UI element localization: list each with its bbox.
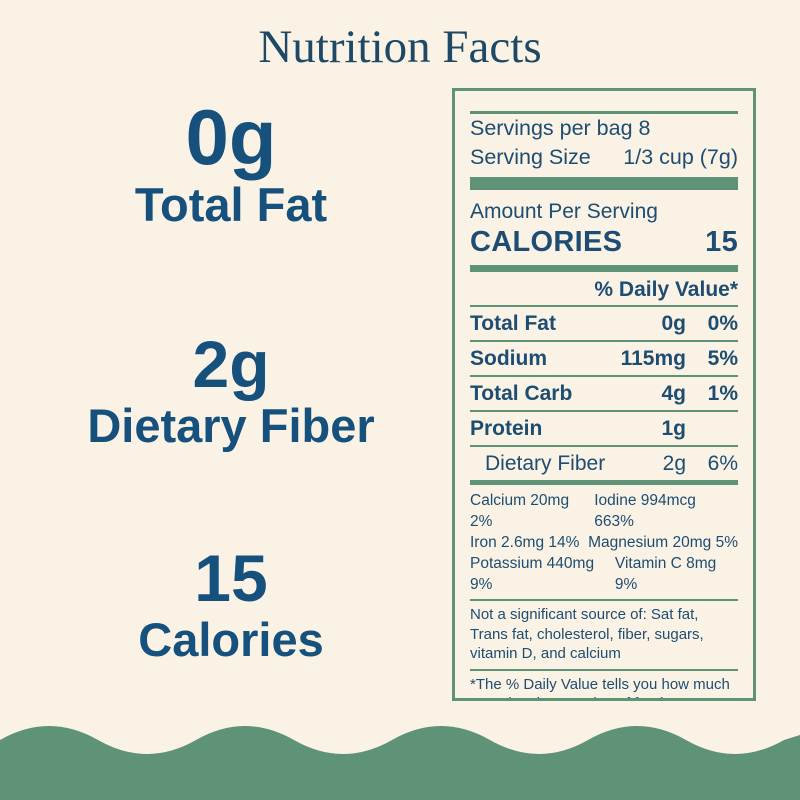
- highlight-dietary-fiber: 2g Dietary Fiber: [0, 327, 462, 452]
- micronutrient-right: Vitamin C 8mg 9%: [614, 555, 717, 593]
- divider: [470, 305, 738, 307]
- nutrient-row-total-fat: Total Fat 0g 0%: [470, 307, 738, 340]
- daily-value-header: % Daily Value*: [594, 278, 738, 301]
- nutrient-name: Total Carb: [470, 382, 573, 405]
- nutrient-row-dietary-fiber: Dietary Fiber 2g 6%: [470, 447, 738, 480]
- divider: [470, 340, 738, 342]
- nutrient-row-protein: Protein 1g: [470, 412, 738, 445]
- divider: [470, 111, 738, 114]
- nutrient-amount: 0g: [661, 312, 686, 335]
- nutrient-amount: 1g: [661, 417, 686, 440]
- highlight-value: 0g: [185, 93, 277, 181]
- serving-size-label: Serving Size: [470, 145, 591, 169]
- calories-row: CALORIES 15: [470, 225, 738, 260]
- nutrient-row-total-carb: Total Carb 4g 1%: [470, 377, 738, 410]
- divider: [470, 668, 738, 671]
- micronutrient-right: Magnesium 20mg 5%: [588, 534, 738, 551]
- micronutrient-row: Iron 2.6mg 14% Magnesium 20mg 5%: [470, 532, 738, 553]
- nutrient-name: Sodium: [470, 347, 547, 370]
- highlight-value: 2g: [192, 327, 270, 401]
- nutrient-row-sodium: Sodium 115mg 5%: [470, 342, 738, 375]
- divider-medium: [470, 265, 738, 272]
- highlight-label: Total Fat: [134, 177, 328, 231]
- nutrition-facts-panel: Servings per bag 8 Serving Size 1/3 cup …: [452, 88, 756, 701]
- nutrient-amount: 115mg: [620, 347, 686, 370]
- nutrient-name: Dietary Fiber: [485, 452, 606, 475]
- highlight-label: Dietary Fiber: [87, 398, 375, 452]
- micronutrient-left: Calcium 20mg 2%: [470, 492, 570, 530]
- highlight-label: Calories: [138, 612, 324, 666]
- serving-size-row: Serving Size 1/3 cup (7g): [470, 143, 738, 172]
- highlight-total-fat: 0g Total Fat: [0, 96, 462, 230]
- servings-per-bag: Servings per bag 8: [470, 116, 651, 140]
- daily-value-footnote: *The % Daily Value tells you how much a …: [470, 675, 730, 699]
- nutrient-name: Total Fat: [470, 312, 556, 335]
- nutrient-amount: 4g: [661, 382, 686, 405]
- micronutrient-right: Iodine 994mcg 663%: [594, 492, 696, 530]
- divider: [470, 410, 738, 412]
- micronutrient-left: Iron 2.6mg 14%: [470, 534, 580, 551]
- divider-small: [470, 480, 738, 485]
- page-title: Nutrition Facts: [258, 21, 542, 73]
- wave-decoration: [0, 726, 800, 800]
- amount-per-serving: Amount Per Serving: [470, 200, 658, 223]
- highlight-calories: 15 Calories: [0, 541, 462, 666]
- divider: [470, 599, 738, 601]
- divider: [470, 375, 738, 377]
- calories-value: 15: [705, 226, 738, 258]
- micronutrient-row: Potassium 440mg 9% Vitamin C 8mg 9%: [470, 553, 738, 595]
- nutrient-daily-value: 5%: [707, 347, 738, 370]
- nutrient-daily-value: 6%: [707, 452, 738, 475]
- divider-thick: [470, 177, 738, 190]
- not-significant-note: Not a significant source of: Sat fat, Tr…: [470, 606, 704, 662]
- divider: [470, 445, 738, 447]
- micronutrient-row: Calcium 20mg 2% Iodine 994mcg 663%: [470, 490, 738, 532]
- nutrient-name: Protein: [470, 417, 543, 440]
- micronutrient-left: Potassium 440mg 9%: [470, 555, 595, 593]
- serving-size-value: 1/3 cup (7g): [623, 145, 738, 169]
- micronutrients-section: Calcium 20mg 2% Iodine 994mcg 663% Iron …: [470, 485, 738, 599]
- highlight-value: 15: [194, 541, 268, 615]
- nutrient-daily-value: 1%: [707, 382, 738, 405]
- nutrient-daily-value: 0%: [707, 312, 738, 335]
- nutrient-amount: 2g: [662, 452, 686, 475]
- calories-label: CALORIES: [470, 226, 623, 258]
